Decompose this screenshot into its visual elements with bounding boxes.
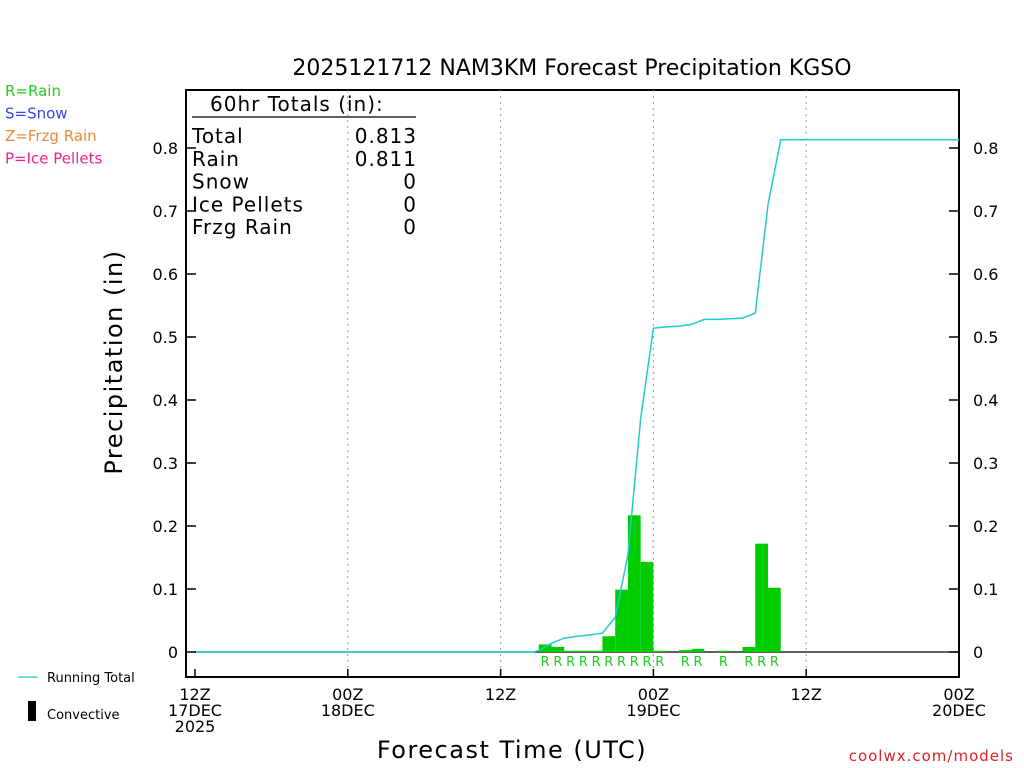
running-total-legend-label: Running Total xyxy=(47,671,135,686)
precip-bar xyxy=(602,636,616,652)
precip-bar xyxy=(615,589,628,652)
convective-legend-label: Convective xyxy=(47,708,120,723)
precip-type-legend: R=Rain S=Snow Z=Frzg Rain P=Ice Pellets xyxy=(5,82,102,168)
totals-value: 0 xyxy=(403,215,417,239)
x-tick-label: 12Z xyxy=(179,685,210,704)
precip-bar xyxy=(678,650,692,652)
x-tick-label: 12Z xyxy=(485,685,516,704)
precip-bar xyxy=(627,515,641,652)
totals-label: Frzg Rain xyxy=(192,215,293,239)
precip-bar xyxy=(564,650,577,652)
precip-bar xyxy=(742,646,756,652)
x-tick-label: 18DEC xyxy=(321,701,375,720)
precip-bar xyxy=(755,543,768,652)
y-tick-label-left: 0.4 xyxy=(153,391,178,410)
x-tick-label: 12Z xyxy=(791,685,822,704)
y-tick-label-right: 0.6 xyxy=(973,265,998,284)
type-marker: R xyxy=(566,655,575,670)
totals-rows: Total 0.813 Rain 0.811 Snow 0 Ice Pellets 0 Frzg… xyxy=(191,124,417,239)
totals-value: 0.811 xyxy=(355,147,417,171)
type-marker: R xyxy=(617,655,626,670)
y-axis-ticks: 0 00.1 0.10.2 0.20.3 0.30.4 0.40.5 0.50.6 0.60.… xyxy=(153,139,999,662)
y-tick-label-left: 0.3 xyxy=(153,454,178,473)
convective-swatch xyxy=(28,701,36,721)
running-total-line xyxy=(195,139,959,653)
y-axis-label: Precipitation (in) xyxy=(100,249,128,474)
legend-type-2: Z=Frzg Rain xyxy=(5,127,97,145)
precip-bar xyxy=(589,650,603,652)
x-tick-label: 00Z xyxy=(943,685,974,704)
x-tick-label: 2025 xyxy=(175,717,216,736)
type-marker: R xyxy=(541,655,550,670)
y-tick-label-right: 0 xyxy=(973,643,983,662)
precip-bars xyxy=(538,515,781,652)
y-tick-label-right: 0.3 xyxy=(973,454,998,473)
type-marker: R xyxy=(719,655,728,670)
y-tick-label-right: 0.1 xyxy=(973,580,998,599)
precip-bar xyxy=(768,587,781,652)
y-tick-label-left: 0.1 xyxy=(153,580,178,599)
x-tick-label: 20DEC xyxy=(932,701,986,720)
type-marker: R xyxy=(630,655,639,670)
precip-bar xyxy=(577,650,590,652)
totals-header: 60hr Totals (in): xyxy=(210,92,384,116)
totals-box: 60hr Totals (in): Total 0.813 Rain 0.811 Sno… xyxy=(191,92,417,239)
y-tick-label-right: 0.5 xyxy=(973,328,998,347)
x-tick-label: 19DEC xyxy=(626,701,680,720)
type-marker: R xyxy=(681,655,690,670)
precip-bar xyxy=(551,646,565,652)
x-tick-label: 00Z xyxy=(332,685,363,704)
precip-bar xyxy=(691,648,705,652)
y-tick-label-left: 0.5 xyxy=(153,328,178,347)
x-tick-label: 00Z xyxy=(638,685,669,704)
y-tick-label-right: 0.4 xyxy=(973,391,998,410)
y-tick-label-left: 0 xyxy=(168,643,178,662)
type-marker: R xyxy=(553,655,562,670)
legend-type-0: R=Rain xyxy=(5,82,61,100)
y-tick-label-left: 0.2 xyxy=(153,517,178,536)
precip-bar xyxy=(640,561,654,652)
credit-text: coolwx.com/models xyxy=(849,747,1014,765)
x-axis-label: Forecast Time (UTC) xyxy=(377,736,647,764)
time-gridlines xyxy=(347,90,807,677)
chart-title: 2025121712 NAM3KM Forecast Precipitation… xyxy=(292,56,851,81)
type-marker: R xyxy=(757,655,766,670)
legend-type-1: S=Snow xyxy=(5,105,68,123)
totals-value: 0.813 xyxy=(355,124,417,148)
type-marker: R xyxy=(744,655,753,670)
y-tick-label-left: 0.8 xyxy=(153,139,178,158)
y-tick-label-right: 0.2 xyxy=(973,517,998,536)
y-tick-label-left: 0.6 xyxy=(153,265,178,284)
precip-bar xyxy=(538,644,552,652)
type-marker: R xyxy=(693,655,702,670)
plot-frame xyxy=(185,89,960,678)
y-tick-label-left: 0.7 xyxy=(153,202,178,221)
precip-bar xyxy=(653,650,667,652)
y-tick-label-right: 0.7 xyxy=(973,202,998,221)
x-tick-label: 17DEC xyxy=(168,701,222,720)
type-marker: R xyxy=(770,655,779,670)
type-marker: R xyxy=(592,655,601,670)
totals-label: Ice Pellets xyxy=(192,192,304,216)
totals-label: Total xyxy=(191,124,244,148)
totals-label: Snow xyxy=(192,170,250,194)
totals-value: 0 xyxy=(403,170,417,194)
totals-label: Rain xyxy=(192,147,240,171)
totals-value: 0 xyxy=(403,192,417,216)
type-marker: R xyxy=(655,655,664,670)
type-marker: R xyxy=(643,655,652,670)
type-marker: R xyxy=(604,655,613,670)
precip-bar xyxy=(717,650,730,652)
y-tick-label-right: 0.8 xyxy=(973,139,998,158)
type-marker: R xyxy=(579,655,588,670)
legend-type-3: P=Ice Pellets xyxy=(5,150,102,168)
